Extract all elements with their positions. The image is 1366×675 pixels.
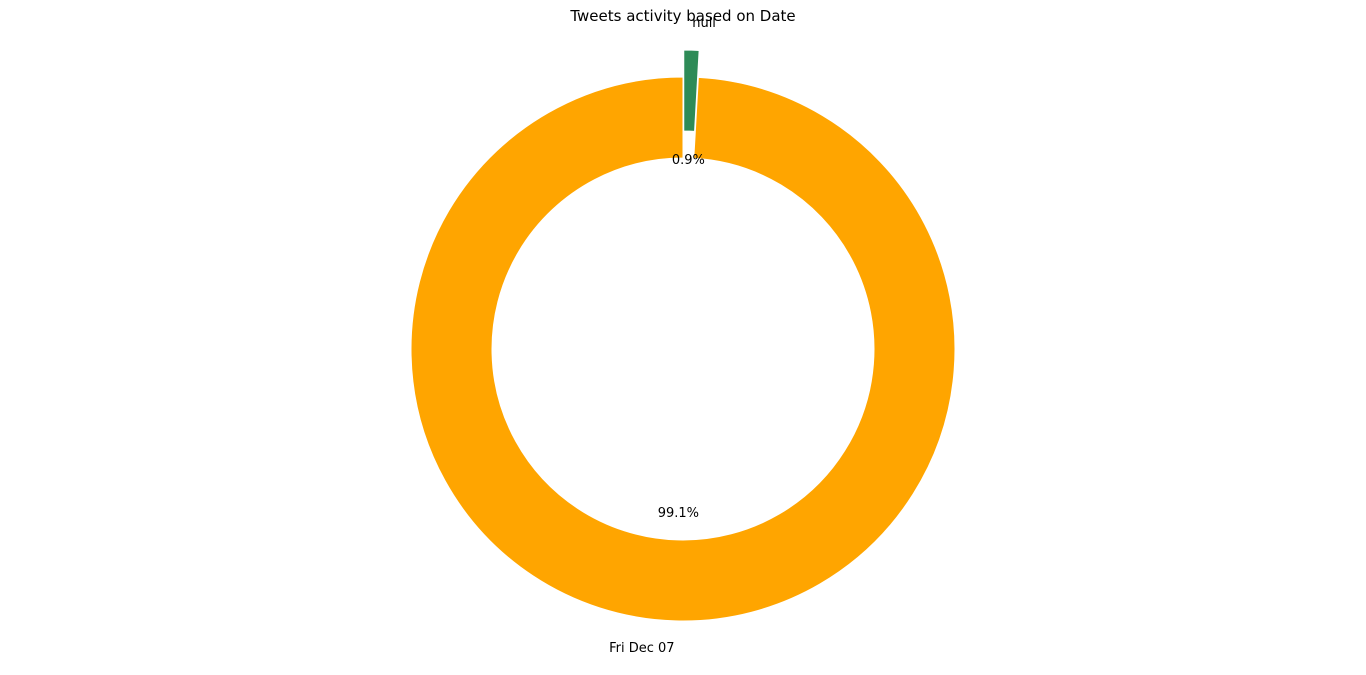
slices-layer: [410, 49, 956, 622]
slice-percent-label: 99.1%: [658, 506, 699, 521]
slice-category-label: Fri Dec 07: [609, 641, 674, 656]
slice-category-label: null: [692, 16, 716, 31]
donut-slice: [683, 49, 700, 132]
chart-title: Tweets activity based on Date: [569, 7, 795, 25]
slice-percent-label: 0.9%: [672, 153, 705, 168]
donut-slice: [410, 76, 956, 622]
labels-layer: Fri Dec 07 99.1% null 0.9%: [609, 16, 716, 656]
